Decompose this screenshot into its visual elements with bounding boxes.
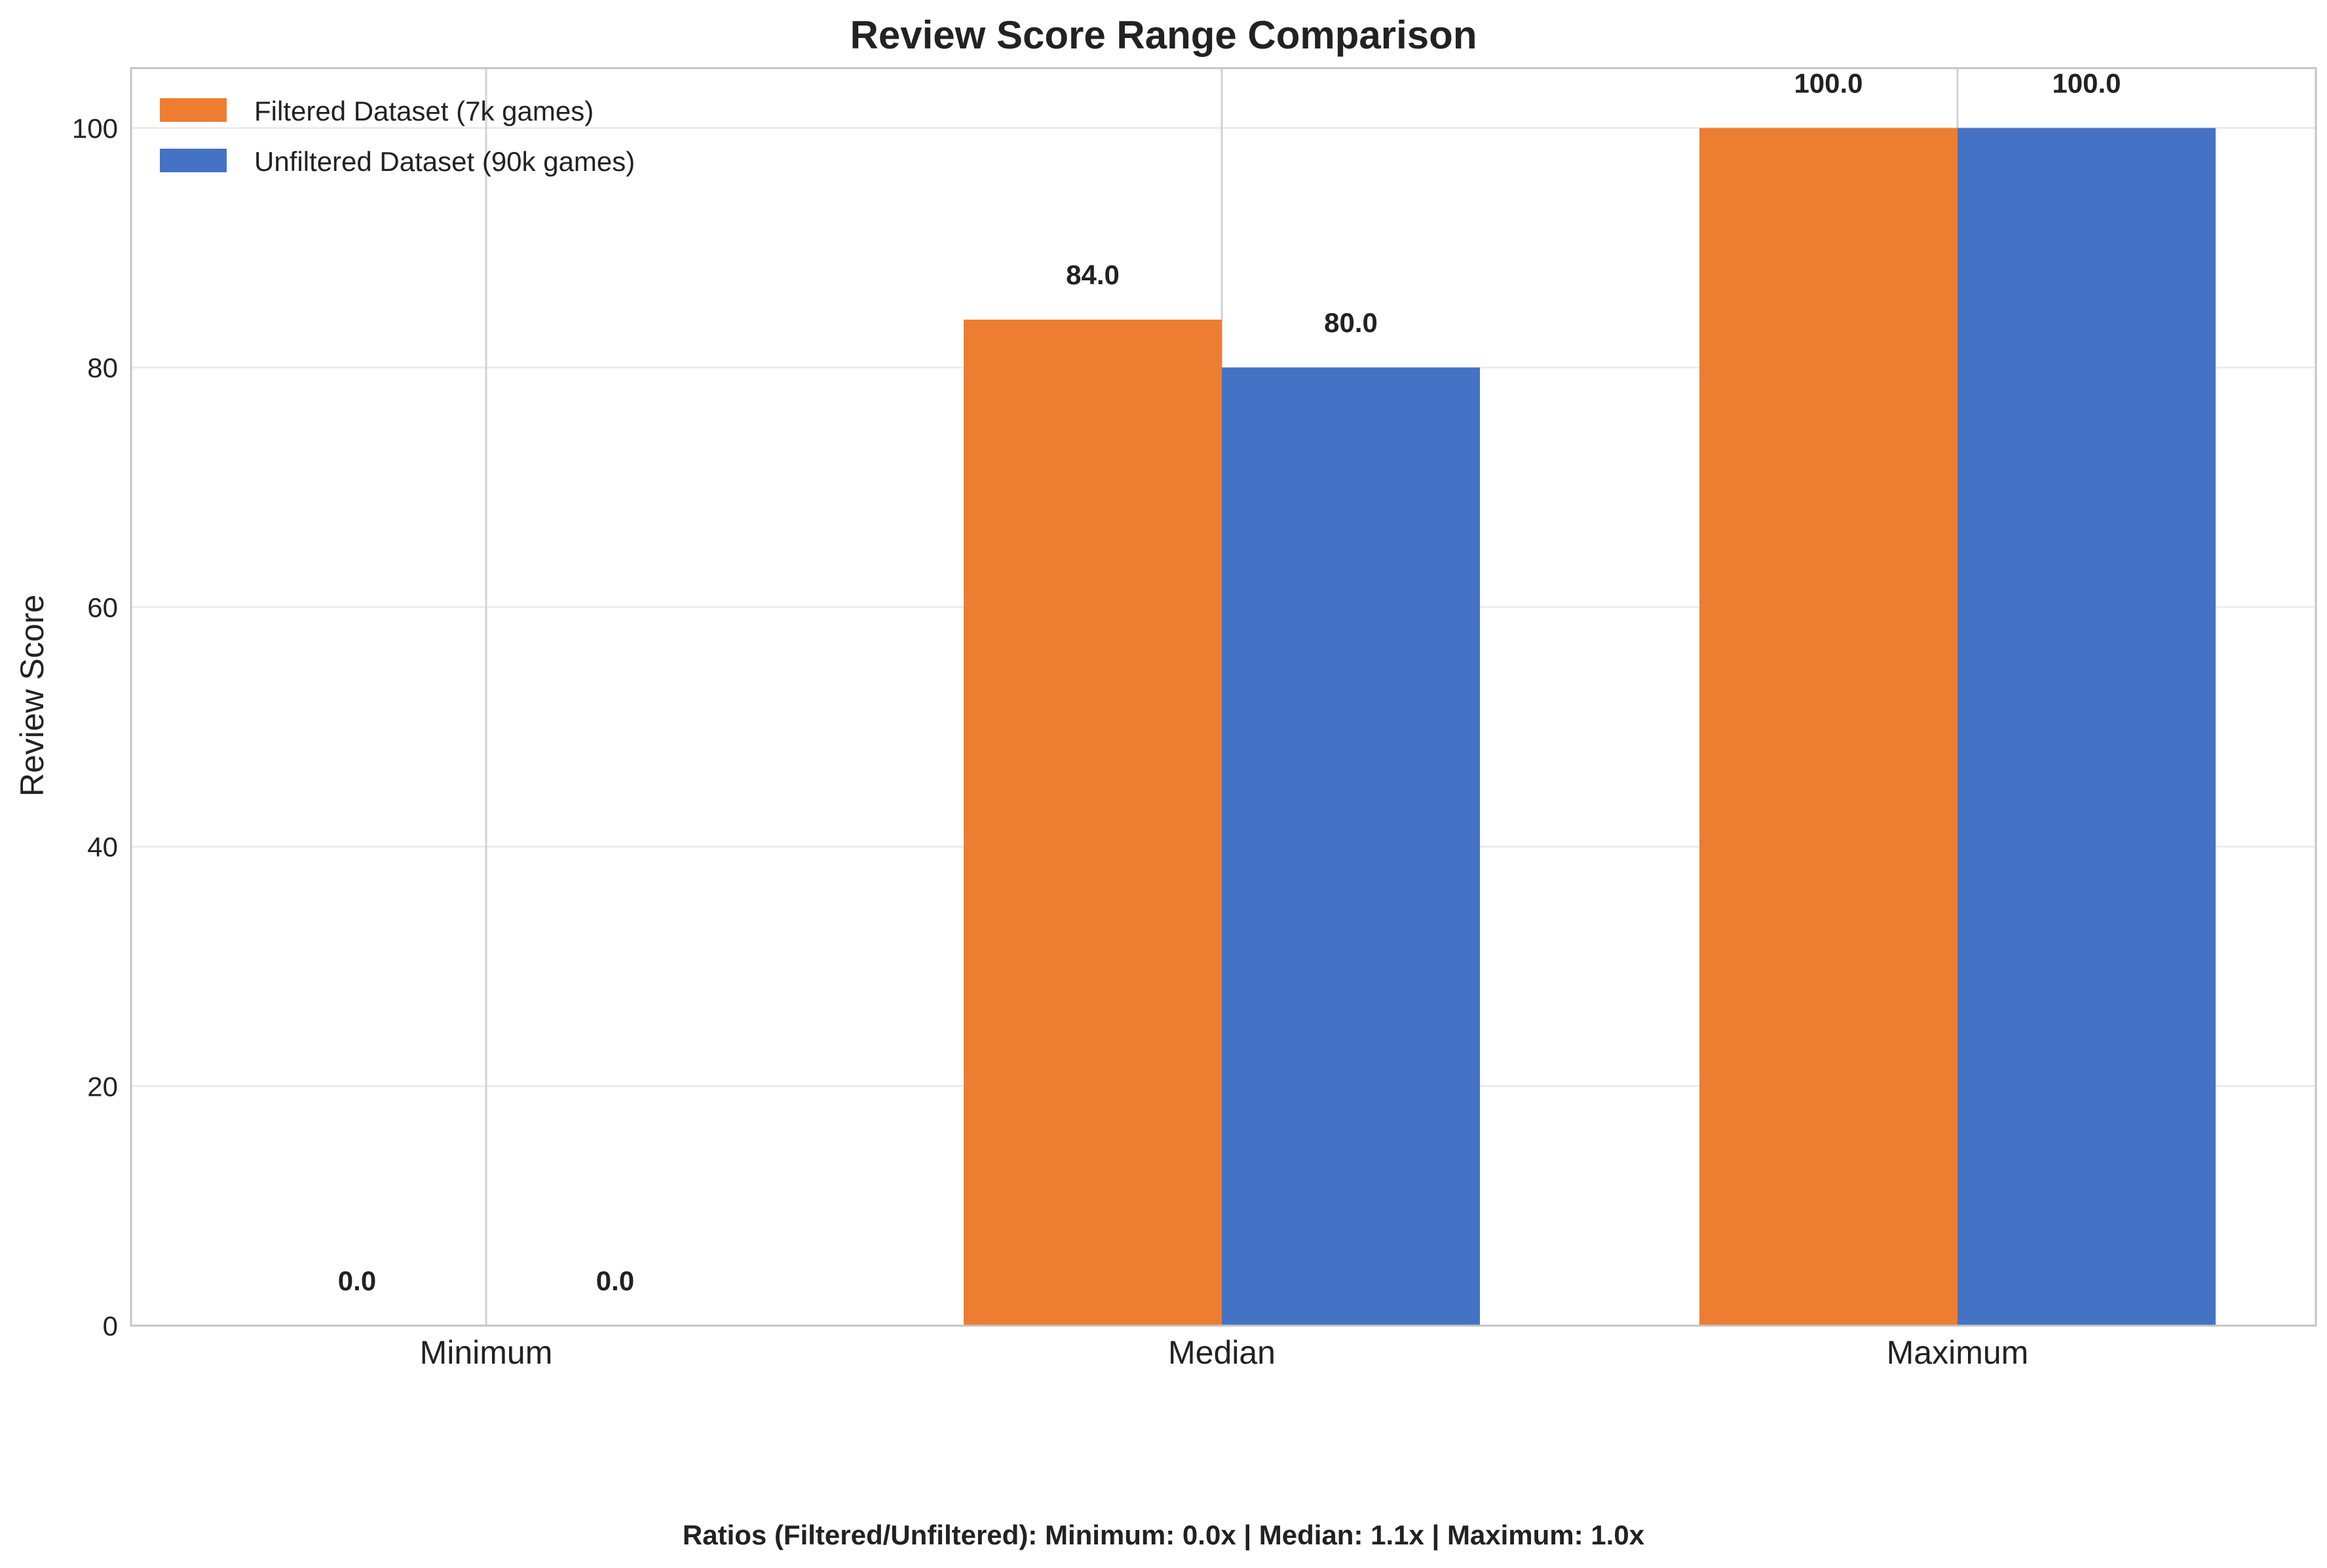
y-tick-label: 100 [72,113,118,143]
x-tick-label: Minimum [420,1334,553,1371]
legend-label-filtered: Filtered Dataset (7k games) [254,96,594,126]
y-tick-label: 80 [87,352,118,383]
y-tick-label: 0 [103,1311,118,1341]
footnote: Ratios (Filtered/Unfiltered): Minimum: 0… [683,1520,1645,1551]
bar [1222,367,1480,1326]
x-tick-label: Maximum [1887,1334,2029,1371]
bar [1699,128,1958,1326]
data-label: 0.0 [338,1265,376,1296]
legend-label-unfiltered: Unfiltered Dataset (90k games) [254,146,635,177]
y-tick-label: 40 [87,832,118,863]
data-labels: 0.0 84.0 100.0 0.0 80.0 100.0 [338,67,2121,1296]
data-label: 80.0 [1324,307,1378,338]
legend-swatch-unfiltered [160,149,227,172]
ticks: 0 20 40 60 80 100 Minimum Median Maximum [72,113,2028,1371]
x-tick-label: Median [1168,1334,1276,1371]
data-label: 0.0 [596,1265,634,1296]
y-axis-label: Review Score [14,595,50,796]
bar [964,320,1222,1326]
data-label: 84.0 [1066,259,1120,290]
y-tick-label: 20 [87,1071,118,1102]
legend: Filtered Dataset (7k games) Unfiltered D… [160,96,635,177]
chart-title: Review Score Range Comparison [850,13,1477,57]
data-label: 100.0 [2052,67,2121,98]
plot-frame [130,67,2317,1327]
legend-swatch-filtered [160,98,227,122]
data-label: 100.0 [1794,67,1863,98]
y-tick-label: 60 [87,592,118,623]
bar [1958,128,2216,1326]
bars [964,128,2216,1326]
